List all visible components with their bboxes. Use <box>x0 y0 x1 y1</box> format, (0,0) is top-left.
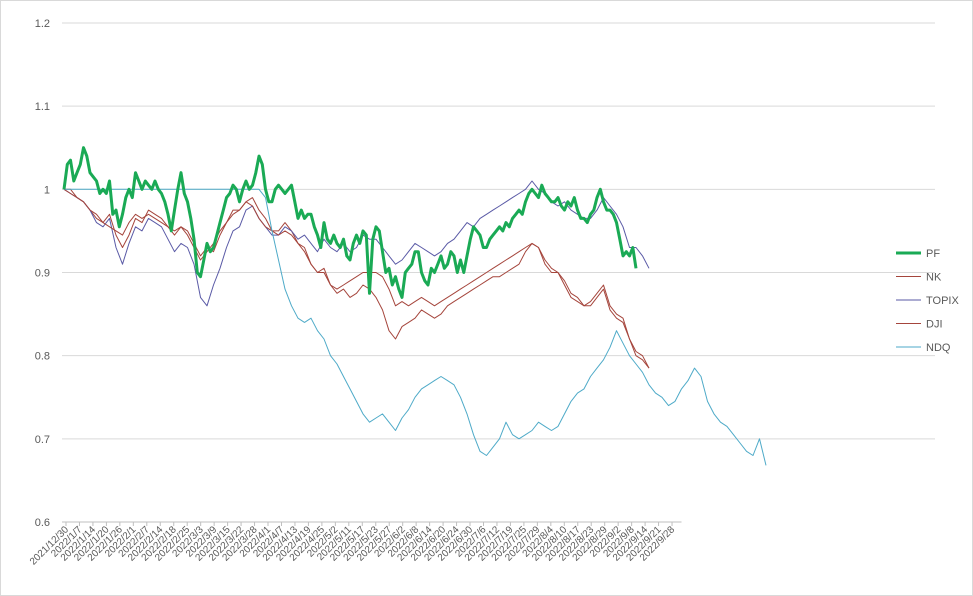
legend-label-ndq: NDQ <box>926 342 951 354</box>
legend-label-pf: PF <box>926 248 940 260</box>
series-line-dji <box>63 188 650 369</box>
y-axis: 0.6 0.7 0.8 0.9 1 1.1 1.2 <box>35 18 50 529</box>
y-tick-label: 0.9 <box>35 268 50 280</box>
x-axis: 2021/12/302022/1/72022/1/142022/1/202022… <box>28 521 682 568</box>
y-tick-label: 1.1 <box>35 101 50 113</box>
y-tick-label: 0.6 <box>35 517 50 529</box>
y-tick-label: 0.8 <box>35 351 50 363</box>
y-tick-label: 1.2 <box>35 18 50 30</box>
y-tick-label: 1 <box>44 184 50 196</box>
series-group <box>62 146 767 466</box>
y-tick-label: 0.7 <box>35 434 50 446</box>
legend-label-topix: TOPIX <box>926 295 959 307</box>
legend-label-nk: NK <box>926 272 942 284</box>
series-line-nk <box>64 188 650 369</box>
legend: PF NK TOPIX DJI NDQ <box>896 248 959 354</box>
legend-label-dji: DJI <box>926 319 943 331</box>
series-line-ndq <box>64 188 767 466</box>
series-line-pf <box>62 146 638 299</box>
